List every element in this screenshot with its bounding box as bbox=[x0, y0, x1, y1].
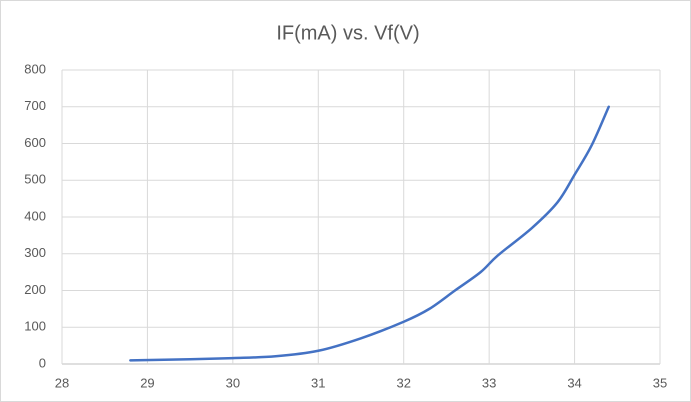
x-tick-label: 28 bbox=[55, 375, 69, 390]
y-tick-label: 200 bbox=[24, 282, 46, 297]
data-line bbox=[129, 105, 610, 362]
x-tick-label: 34 bbox=[567, 375, 581, 390]
x-tick-label: 32 bbox=[396, 375, 410, 390]
y-tick-label: 700 bbox=[24, 98, 46, 113]
y-tick-label: 300 bbox=[24, 245, 46, 260]
x-tick-label: 29 bbox=[140, 375, 154, 390]
x-tick-label: 30 bbox=[226, 375, 240, 390]
y-tick-label: 800 bbox=[24, 61, 46, 76]
x-tick-label: 35 bbox=[653, 375, 667, 390]
x-tick-label: 33 bbox=[482, 375, 496, 390]
chart-title: IF(mA) vs. Vf(V) bbox=[276, 22, 419, 44]
y-tick-label: 400 bbox=[24, 208, 46, 223]
y-tick-label: 600 bbox=[24, 135, 46, 150]
y-tick-label: 100 bbox=[24, 319, 46, 334]
y-tick-label: 0 bbox=[39, 355, 46, 370]
y-tick-label: 500 bbox=[24, 172, 46, 187]
x-tick-label: 31 bbox=[311, 375, 325, 390]
